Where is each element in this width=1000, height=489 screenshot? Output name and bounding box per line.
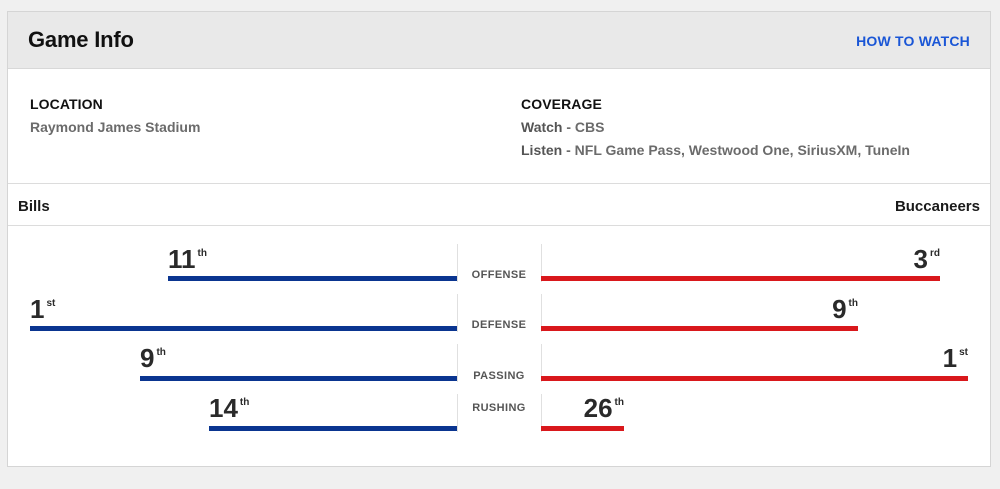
- game-info-card: Game Info HOW TO WATCH LOCATION Raymond …: [7, 11, 991, 467]
- home-bar-passing: [541, 376, 968, 381]
- stat-label-rushing: RUSHING: [472, 402, 526, 414]
- stat-label-offense: OFFENSE: [471, 269, 527, 281]
- coverage-label: COVERAGE: [521, 96, 602, 112]
- home-rank-suffix: th: [614, 397, 624, 408]
- listen-lead: Listen: [521, 142, 563, 158]
- home-rank-number: 9: [832, 294, 847, 324]
- stat-divider-right: [541, 294, 542, 332]
- away-rank-suffix: st: [46, 298, 56, 309]
- away-rank-suffix: th: [239, 397, 250, 408]
- home-bar-offense: [541, 276, 940, 281]
- stat-label-passing: PASSING: [473, 370, 525, 382]
- away-rank-number: 9: [140, 343, 155, 373]
- location-section: LOCATION Raymond James Stadium: [30, 96, 200, 135]
- home-team-name: Buccaneers: [894, 198, 980, 215]
- home-rank-suffix: rd: [930, 248, 940, 259]
- card-header: Game Info HOW TO WATCH: [8, 12, 990, 69]
- away-rank-number: 11: [168, 244, 196, 274]
- away-bar-offense: [168, 276, 457, 281]
- stat-divider-left: [457, 394, 458, 432]
- home-bar-rushing: [541, 426, 624, 431]
- away-rank-number: 1: [30, 294, 45, 324]
- away-bar-passing: [140, 376, 457, 381]
- away-rank-suffix: th: [156, 347, 166, 358]
- home-bar-defense: [541, 326, 858, 331]
- away-rank-suffix: th: [197, 248, 207, 259]
- home-rank-suffix: st: [959, 347, 968, 358]
- away-team-name: Bills: [18, 198, 50, 215]
- coverage-section: COVERAGE Watch - CBS Listen - NFL Game P…: [521, 96, 910, 158]
- home-rank-number: 26: [583, 393, 613, 423]
- location-label: LOCATION: [30, 96, 103, 112]
- stat-divider-right: [541, 394, 542, 432]
- stat-divider-left: [457, 344, 458, 382]
- home-rank-number: 3: [913, 244, 928, 274]
- watch-line: Watch - CBS: [521, 119, 910, 135]
- teams-row: Bills Buccaneers: [8, 184, 990, 226]
- away-rank-number: 14: [209, 393, 238, 423]
- stat-divider-left: [457, 244, 458, 282]
- game-details: LOCATION Raymond James Stadium COVERAGE …: [8, 70, 990, 184]
- home-rank-suffix: th: [848, 298, 858, 309]
- listen-value: - NFL Game Pass, Westwood One, SiriusXM,…: [562, 142, 910, 158]
- card-title: Game Info: [28, 27, 134, 52]
- home-rank-number: 1: [942, 343, 958, 373]
- stat-label-defense: DEFENSE: [471, 319, 527, 331]
- stat-divider-right: [541, 244, 542, 282]
- how-to-watch-link[interactable]: HOW TO WATCH: [856, 33, 970, 49]
- listen-line: Listen - NFL Game Pass, Westwood One, Si…: [521, 142, 910, 158]
- stat-divider-left: [457, 294, 458, 332]
- watch-lead: Watch: [521, 119, 563, 135]
- stat-divider-right: [541, 344, 542, 382]
- venue-name: Raymond James Stadium: [30, 119, 201, 135]
- away-bar-defense: [30, 326, 457, 331]
- away-bar-rushing: [209, 426, 457, 431]
- watch-value: - CBS: [562, 119, 605, 135]
